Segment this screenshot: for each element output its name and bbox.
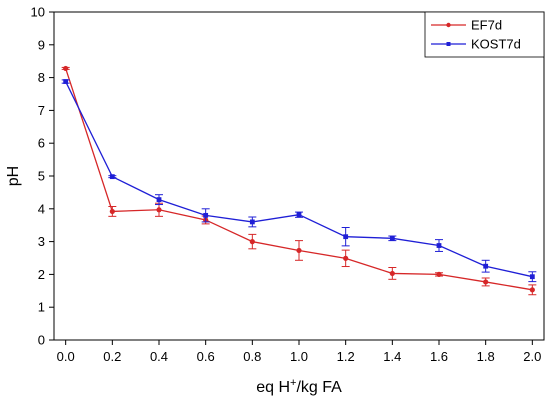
y-tick-label: 9 — [38, 37, 45, 52]
data-point-ef7d — [249, 239, 255, 245]
plot-area — [53, 11, 545, 341]
data-point-ef7d — [63, 65, 69, 72]
data-point-kost7d — [156, 197, 162, 203]
y-axis-ticks: 0 1 2 3 4 5 6 7 8 9 10 — [31, 5, 54, 348]
x-tick-label: 0.6 — [197, 349, 215, 364]
data-point-kost7d — [529, 274, 535, 280]
x-axis-title-main: eq H — [256, 379, 290, 396]
data-point-kost7d — [343, 234, 349, 240]
data-point-kost7d — [109, 174, 115, 180]
y-tick-label: 2 — [38, 267, 45, 282]
x-tick-label: 0.8 — [243, 349, 261, 364]
legend-ef7d-marker — [446, 22, 451, 28]
data-point-ef7d — [436, 271, 442, 277]
data-point-ef7d — [483, 279, 489, 285]
y-tick-label: 3 — [38, 234, 45, 249]
y-tick-label: 6 — [38, 136, 45, 151]
legend-kost7d-marker — [446, 42, 451, 46]
data-point-kost7d — [249, 219, 255, 225]
y-axis-title: pH — [5, 166, 22, 186]
x-axis-title-superscript: + — [290, 377, 296, 389]
x-tick-label: 1.4 — [383, 349, 401, 364]
series-kost7d — [61, 79, 537, 283]
y-tick-label: 7 — [38, 103, 45, 118]
x-axis-ticks: 0.0 0.2 0.4 0.6 0.8 1.0 1.2 1.4 1.6 1.8 2.0 — [57, 340, 541, 364]
y-tick-label: 8 — [38, 70, 45, 85]
x-tick-label: 1.2 — [337, 349, 355, 364]
data-point-kost7d — [483, 263, 489, 269]
data-point-kost7d — [436, 243, 442, 248]
data-point-kost7d — [296, 212, 302, 218]
data-point-kost7d — [203, 212, 209, 218]
data-point-ef7d — [529, 287, 535, 293]
data-point-ef7d — [109, 208, 115, 215]
y-tick-label: 4 — [38, 201, 45, 216]
data-point-ef7d — [156, 207, 162, 213]
x-axis-title: eq H+/kg FA — [256, 377, 342, 396]
x-tick-label: 0.4 — [150, 349, 168, 364]
x-tick-label: 1.6 — [430, 349, 448, 364]
data-point-ef7d — [343, 255, 349, 261]
legend-box — [424, 11, 545, 58]
x-tick-label: 0.2 — [103, 349, 121, 364]
legend-kost7d-label: KOST7d — [471, 37, 521, 52]
x-tick-label: 2.0 — [523, 349, 541, 364]
data-point-ef7d — [389, 270, 395, 277]
y-tick-label: 0 — [38, 333, 45, 348]
y-tick-label: 1 — [38, 300, 45, 315]
y-tick-label: 5 — [38, 169, 45, 184]
x-tick-label: 1.8 — [477, 349, 495, 364]
y-tick-label: 10 — [31, 5, 45, 20]
x-tick-label: 1.0 — [290, 349, 308, 364]
data-point-ef7d — [296, 247, 302, 254]
legend-ef7d-label: EF7d — [471, 18, 502, 33]
x-axis-title-tail: /kg FA — [296, 379, 342, 396]
legend: EF7d KOST7d — [424, 11, 545, 58]
series-layer — [61, 65, 537, 296]
data-point-kost7d — [389, 235, 395, 241]
data-point-kost7d — [63, 79, 69, 84]
x-tick-label: 0.0 — [57, 349, 75, 364]
